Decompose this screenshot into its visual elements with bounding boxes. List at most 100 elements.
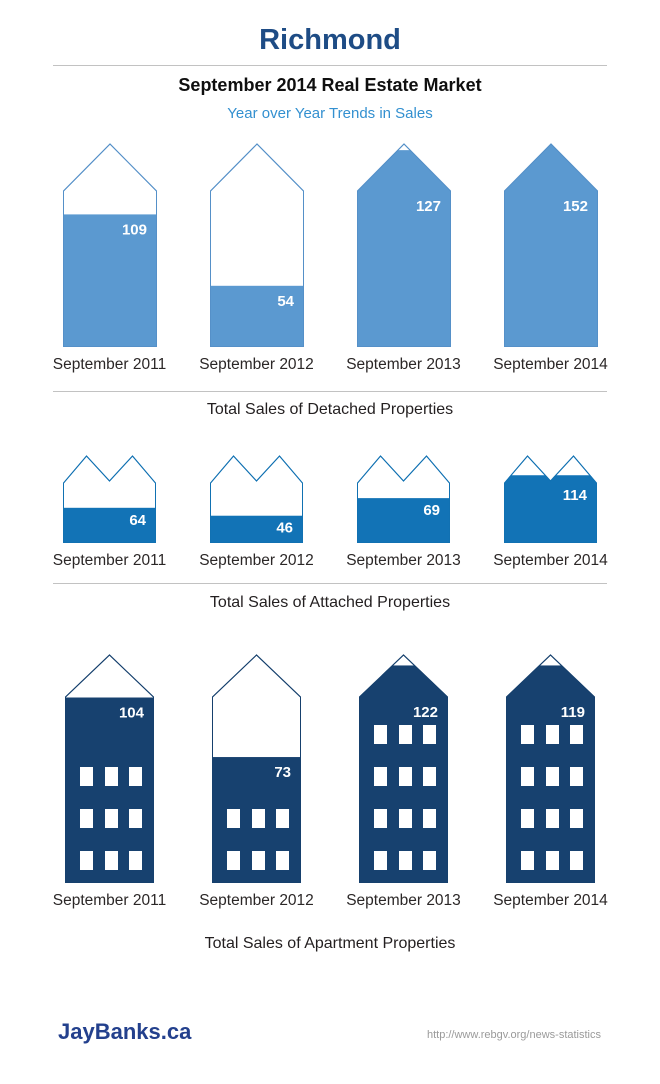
apartment-column-2014: 119 September 2014: [477, 654, 624, 910]
house-outline: [212, 654, 301, 883]
window-pane: [521, 851, 534, 870]
window-pane: [423, 809, 436, 828]
window-pane: [521, 725, 534, 744]
value-label: 54: [277, 293, 294, 310]
attached-column-2014: 114 September 2014: [477, 455, 624, 570]
fill-level: [504, 475, 597, 543]
category-label: September 2013: [346, 356, 461, 373]
apartment-building-2014-figure: 119: [506, 654, 595, 883]
value-label: 104: [119, 705, 145, 722]
window-pane: [546, 725, 559, 744]
detached-row: 109 September 2011 54 September 2012 127…: [3, 143, 657, 374]
fill-level: [357, 498, 450, 543]
window-pane: [80, 767, 93, 786]
attached-column-2013: 69 September 2013: [330, 455, 477, 570]
window-pane: [227, 851, 240, 870]
value-label: 69: [423, 502, 440, 519]
attached-column-2011: 64 September 2011: [36, 455, 183, 570]
window-pane: [570, 809, 583, 828]
detached-house-2013-figure: 127: [356, 143, 451, 347]
detached-column-2011: 109 September 2011: [36, 143, 183, 374]
category-label: September 2012: [199, 552, 314, 569]
window-pane: [570, 767, 583, 786]
window-pane: [546, 809, 559, 828]
value-label: 127: [415, 198, 440, 215]
report-tagline: Year over Year Trends in Sales: [227, 105, 433, 122]
attached-house-2012-figure: 46: [210, 455, 303, 543]
value-label: 73: [274, 764, 291, 781]
report-title: September 2014 Real Estate Market: [178, 75, 482, 95]
value-label: 46: [276, 520, 293, 537]
window-pane: [129, 809, 142, 828]
window-pane: [80, 851, 93, 870]
attached-house-2014-figure: 114: [504, 455, 597, 543]
house-outline: [357, 455, 450, 543]
window-pane: [129, 851, 142, 870]
house-outline: [503, 143, 598, 347]
window-pane: [399, 725, 412, 744]
window-pane: [105, 851, 118, 870]
attached-house-2011-figure: 64: [63, 455, 156, 543]
apartment-row: 104 September 2011 73 September 2012 122…: [3, 654, 657, 910]
value-label: 122: [413, 704, 438, 721]
window-pane: [423, 767, 436, 786]
attached-row: 64 September 2011 46 September 2012 69 S…: [3, 455, 657, 570]
detached-column-2013: 127 September 2013: [330, 143, 477, 374]
window-pane: [252, 851, 265, 870]
house-outline: [209, 143, 304, 347]
house-outline: [506, 654, 595, 883]
detached-house-2012-figure: 54: [209, 143, 304, 347]
category-label: September 2014: [493, 552, 608, 569]
detached-caption: Total Sales of Detached Properties: [206, 401, 454, 418]
detached-column-2014: 152 September 2014: [477, 143, 624, 374]
window-pane: [276, 851, 289, 870]
category-label: September 2011: [52, 552, 167, 569]
window-pane: [399, 851, 412, 870]
window-pane: [546, 767, 559, 786]
fill-level: [210, 515, 303, 543]
brand-link[interactable]: JayBanks.ca: [58, 1019, 192, 1044]
attached-column-2012: 46 September 2012: [183, 455, 330, 570]
category-label: September 2012: [199, 892, 314, 909]
fill-level: [357, 150, 450, 347]
category-label: September 2014: [493, 356, 608, 373]
house-outline: [63, 455, 156, 543]
house-outline: [356, 143, 451, 347]
value-label: 114: [563, 487, 588, 504]
section-divider: [53, 391, 607, 392]
window-pane: [521, 767, 534, 786]
house-outline: [62, 143, 157, 347]
detached-house-2014-figure: 152: [503, 143, 598, 347]
window-pane: [252, 809, 265, 828]
category-label: September 2011: [52, 892, 167, 909]
apartment-caption: Total Sales of Apartment Properties: [204, 935, 456, 952]
house-outline: [359, 654, 448, 883]
window-pane: [399, 809, 412, 828]
house-outline: [210, 455, 303, 543]
apartment-building-2012-figure: 73: [212, 654, 301, 883]
apartment-building-2011-figure: 104: [65, 654, 154, 883]
window-pane: [276, 809, 289, 828]
apartment-column-2013: 122 September 2013: [330, 654, 477, 910]
detached-column-2012: 54 September 2012: [183, 143, 330, 374]
house-outline: [504, 455, 597, 543]
apartment-building-2013-figure: 122: [359, 654, 448, 883]
detached-house-2011-figure: 109: [62, 143, 157, 347]
source-url-link[interactable]: http://www.rebgv.org/news-statistics: [426, 1029, 601, 1041]
category-label: September 2012: [199, 356, 314, 373]
fill-level: [504, 144, 597, 347]
window-pane: [129, 767, 142, 786]
window-pane: [546, 851, 559, 870]
window-pane: [105, 809, 118, 828]
apartment-column-2011: 104 September 2011: [36, 654, 183, 910]
section-divider: [53, 583, 607, 584]
value-label: 64: [129, 512, 146, 529]
window-pane: [374, 809, 387, 828]
window-pane: [399, 767, 412, 786]
window-pane: [570, 725, 583, 744]
page-title: Richmond: [259, 24, 401, 56]
window-pane: [227, 809, 240, 828]
category-label: September 2013: [346, 892, 461, 909]
window-pane: [521, 809, 534, 828]
